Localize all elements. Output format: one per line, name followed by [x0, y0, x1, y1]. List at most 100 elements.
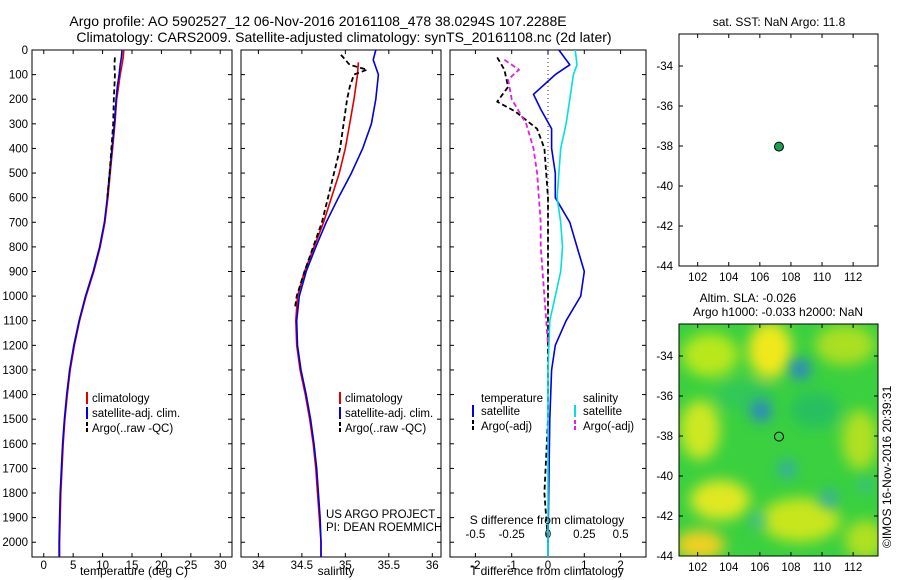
series-line [295, 49, 380, 557]
lat-tick-label: -36 [656, 101, 673, 113]
depth-tick-label: 500 [9, 168, 28, 180]
lat-tick-label: -44 [656, 261, 673, 273]
salinity-xlabel: salinity [318, 564, 355, 578]
series-line [294, 54, 368, 309]
sla-heatmap [679, 324, 878, 556]
sla-blob [682, 333, 738, 377]
sla-map-axes [678, 323, 879, 557]
legend-swatch-satellite [86, 407, 88, 419]
series-line [106, 57, 116, 198]
depth-tick-label: 200 [9, 94, 28, 106]
depth-tick-label: 300 [9, 119, 28, 131]
sst-map-marks [773, 141, 784, 152]
lon-tick-label: 102 [688, 272, 707, 284]
sla-map-ticks: 102 104 106 108 110 112 -34 -36 -38 -40 -42 -44 [656, 324, 878, 574]
argo-location-marker [773, 141, 784, 152]
depth-tick-label: 0 [22, 45, 28, 57]
t-difference-label: T difference from climatology [470, 564, 624, 578]
legend-label-s-satellite: satellite [583, 406, 622, 418]
sla-blob [680, 400, 720, 460]
depth-tick-label: 600 [9, 193, 28, 205]
lat-tick-label: -34 [656, 351, 673, 363]
x-tick-label: 5 [70, 560, 76, 572]
x-tick-label: 36 [426, 560, 439, 572]
lon-tick-label: 104 [719, 272, 739, 284]
depth-tick-label: 800 [9, 242, 28, 254]
sla-low [821, 491, 837, 507]
lat-tick-label: -42 [656, 511, 673, 523]
salinity-lines [294, 49, 380, 557]
x-tick-label: 10 [96, 560, 109, 572]
sla-low [859, 479, 871, 491]
sla-blob [760, 498, 840, 542]
legend-label-satellite: satellite-adj. clim. [92, 408, 180, 420]
legend-swatch-climatology [339, 392, 341, 404]
legend-label-t-argo: Argo(-adj) [481, 421, 532, 433]
sla-low [751, 514, 765, 528]
legend-swatch-s-satellite [574, 405, 576, 417]
depth-ticks [241, 49, 441, 543]
depth-tick-label: 100 [9, 70, 28, 82]
sla-lows [751, 359, 871, 528]
sla-blob [790, 392, 840, 428]
sla-blob [845, 520, 878, 556]
temperature-axes [31, 49, 233, 558]
depth-tick-label: 1400 [2, 390, 28, 402]
series-line [295, 62, 360, 557]
legend-header-salinity: salinity [583, 393, 618, 405]
argo-location-marker [773, 431, 784, 442]
sla-blob [815, 325, 875, 365]
lon-tick-label: 104 [719, 562, 739, 574]
depth-tick-label: 1600 [2, 439, 28, 451]
differences-panel: -2 -1 0 1 2 -0.5 -0.25 0 0.25 0.5 S difference f… [449, 49, 647, 578]
x-tick-label: 20 [155, 560, 168, 572]
lon-tick-label: 112 [844, 562, 862, 574]
lon-tick-label: 108 [781, 272, 800, 284]
depth-tick-label: 1200 [2, 340, 28, 352]
depth-tick-label: 1300 [2, 365, 28, 377]
lat-tick-label: -38 [656, 431, 673, 443]
lat-tick-label: -40 [656, 471, 673, 483]
x-tick-label: 34 [252, 560, 265, 572]
s-tick-label: 0.5 [613, 529, 629, 541]
x-tick-label: 0 [545, 560, 551, 572]
sst-map-title: sat. SST: NaN Argo: 11.8 [713, 15, 846, 29]
credit-pi: PI: DEAN ROEMMICH [326, 522, 442, 534]
temperature-legend: climatology satellite-adj. clim. Argo(..… [86, 392, 180, 435]
lon-tick-label: 108 [781, 562, 800, 574]
legend-label-satellite: satellite-adj. clim. [345, 408, 433, 420]
lat-tick-label: -36 [656, 391, 673, 403]
lon-tick-label: 112 [844, 272, 862, 284]
credit-project: US ARGO PROJECT [326, 509, 435, 521]
sla-map-panel: Altim. SLA: -0.026 Argo h1000: -0.033 h2… [656, 291, 879, 574]
x-tick-label: -1 [507, 560, 517, 572]
sla-low [790, 359, 810, 379]
series-line [547, 49, 578, 557]
lat-tick-label: -40 [656, 181, 673, 193]
salinity-axes [240, 49, 442, 558]
sla-map-title-1: Altim. SLA: -0.026 [700, 291, 797, 305]
depth-ticks [450, 49, 646, 543]
legend-label-argo: Argo(..raw -QC) [345, 423, 426, 435]
depth-tick-label: 1800 [2, 488, 28, 500]
lon-tick-label: 110 [813, 272, 831, 284]
legend-label-climatology: climatology [345, 393, 403, 405]
s-difference-label: S difference from climatology [470, 513, 625, 527]
sla-map-marks [773, 431, 784, 442]
legend-header-temperature: temperature [481, 393, 543, 405]
lat-tick-label: -44 [656, 551, 673, 563]
x-tick-label: 1 [581, 560, 587, 572]
lat-tick-label: -42 [656, 221, 673, 233]
x-tick-label: 2 [617, 560, 623, 572]
series-line [532, 49, 586, 557]
lon-tick-label: 102 [688, 562, 707, 574]
lat-tick-label: -38 [656, 141, 673, 153]
sla-blob [679, 530, 725, 556]
x-tick-label: -2 [470, 560, 480, 572]
legend-label-t-satellite: satellite [481, 406, 520, 418]
sla-low [779, 461, 795, 477]
sla-blob [748, 324, 792, 378]
lon-tick-label: 110 [813, 562, 831, 574]
salinity-panel: 34 34.5 35 35.5 36 salinity climatology sate… [240, 49, 442, 578]
